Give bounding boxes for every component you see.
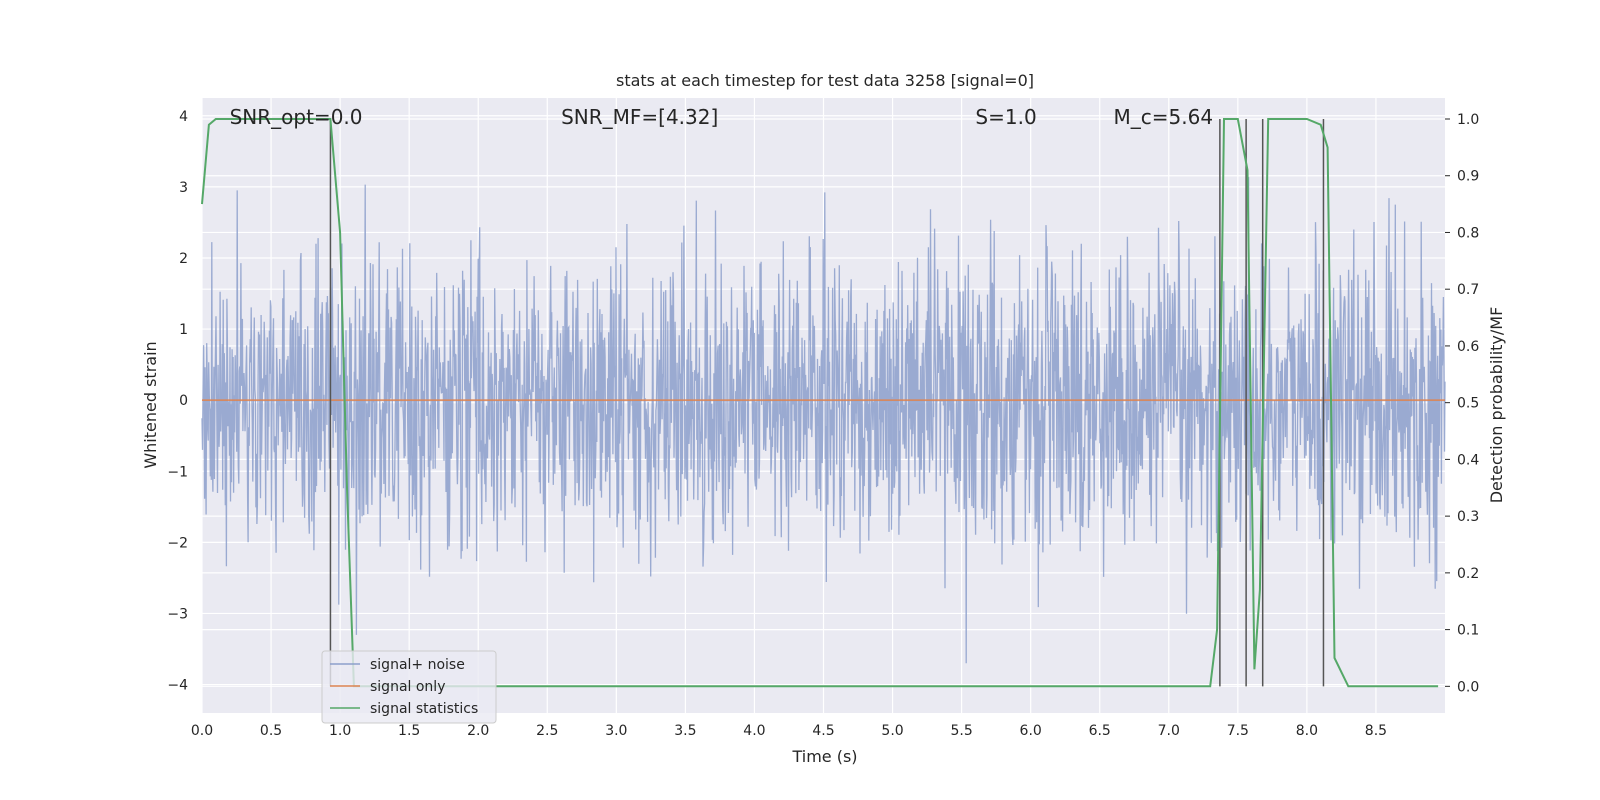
x-tick-label: 1.5 bbox=[398, 723, 420, 739]
y-tick-label: 2 bbox=[179, 251, 188, 267]
series-line-signal-noise bbox=[201, 177, 1446, 664]
x-tick-label: 6.5 bbox=[1089, 723, 1111, 739]
y-tick-label-right: 1.0 bbox=[1457, 112, 1479, 128]
x-tick-label: 2.0 bbox=[467, 723, 489, 739]
series-signal-statistics bbox=[201, 118, 1439, 688]
x-tick-label: 5.5 bbox=[950, 723, 972, 739]
y-tick-label-right: 0.9 bbox=[1457, 169, 1479, 185]
x-tick-label: 0.5 bbox=[260, 723, 282, 739]
x-tick-label: 3.5 bbox=[674, 723, 696, 739]
y-tick-label: −3 bbox=[167, 606, 188, 622]
series-line-signal-statistics bbox=[201, 118, 1439, 688]
annotation-text: M_c=5.64 bbox=[1114, 105, 1214, 129]
y-tick-label-right: 0.7 bbox=[1457, 282, 1479, 298]
y-tick-label: 4 bbox=[179, 109, 188, 125]
x-tick-label: 4.5 bbox=[812, 723, 834, 739]
annotation-text: S=1.0 bbox=[975, 105, 1036, 129]
x-tick-label: 8.5 bbox=[1365, 723, 1387, 739]
y-tick-label-right: 0.3 bbox=[1457, 509, 1479, 525]
y-tick-label-right: 0.2 bbox=[1457, 566, 1479, 582]
y-tick-label-right: 0.8 bbox=[1457, 225, 1479, 241]
tick-labels: 0.0 0.5 1.0 1.5 2.0 2.5 3.0 3.5 4.0 4.5 5.0 5.5 6.0 6… bbox=[167, 109, 1479, 739]
annotations: SNR_opt=0.0 SNR_MF=[4.32] S=1.0 M_c=5.64 bbox=[230, 105, 1213, 129]
y-tick-label-right: 0.4 bbox=[1457, 452, 1479, 468]
legend-label-signal-noise: signal+ noise bbox=[370, 657, 465, 673]
y-tick-label: −2 bbox=[167, 535, 188, 551]
y-tick-label: 1 bbox=[179, 322, 188, 338]
x-tick-label: 5.0 bbox=[881, 723, 903, 739]
y-tick-label: 0 bbox=[179, 393, 188, 409]
x-tick-label: 6.0 bbox=[1020, 723, 1042, 739]
x-axis-label: Time (s) bbox=[791, 747, 857, 766]
x-tick-label: 4.0 bbox=[743, 723, 765, 739]
annotation-text: SNR_MF=[4.32] bbox=[561, 105, 718, 129]
chart-title: stats at each timestep for test data 325… bbox=[616, 71, 1034, 90]
grid bbox=[201, 98, 1445, 713]
x-tick-label: 3.0 bbox=[605, 723, 627, 739]
y-tick-label-right: 0.1 bbox=[1457, 623, 1479, 639]
y-tick-label: −1 bbox=[167, 464, 188, 480]
y-tick-label-right: 0.6 bbox=[1457, 339, 1479, 355]
x-tick-label: 2.5 bbox=[536, 723, 558, 739]
y-tick-label-right: 0.5 bbox=[1457, 396, 1479, 412]
x-tick-label: 7.5 bbox=[1227, 723, 1249, 739]
y-tick-label: −4 bbox=[167, 678, 188, 694]
annotation-text: SNR_opt=0.0 bbox=[230, 105, 363, 129]
x-tick-label: 0.0 bbox=[191, 723, 213, 739]
y-tick-label-right: 0.0 bbox=[1457, 679, 1479, 695]
x-tick-label: 1.0 bbox=[329, 723, 351, 739]
legend: signal+ noise signal only signal statist… bbox=[321, 650, 497, 724]
y-axis-label: Whitened strain bbox=[141, 341, 160, 468]
y-tick-label: 3 bbox=[179, 180, 188, 196]
y-axis-label-right: Detection probability/MF bbox=[1487, 307, 1506, 504]
legend-box bbox=[321, 650, 497, 724]
legend-label-signal-only: signal only bbox=[370, 679, 445, 695]
series-signal-noise bbox=[201, 177, 1446, 664]
x-tick-label: 7.0 bbox=[1158, 723, 1180, 739]
x-tick-label: 8.0 bbox=[1296, 723, 1318, 739]
legend-label-signal-statistics: signal statistics bbox=[370, 701, 478, 717]
